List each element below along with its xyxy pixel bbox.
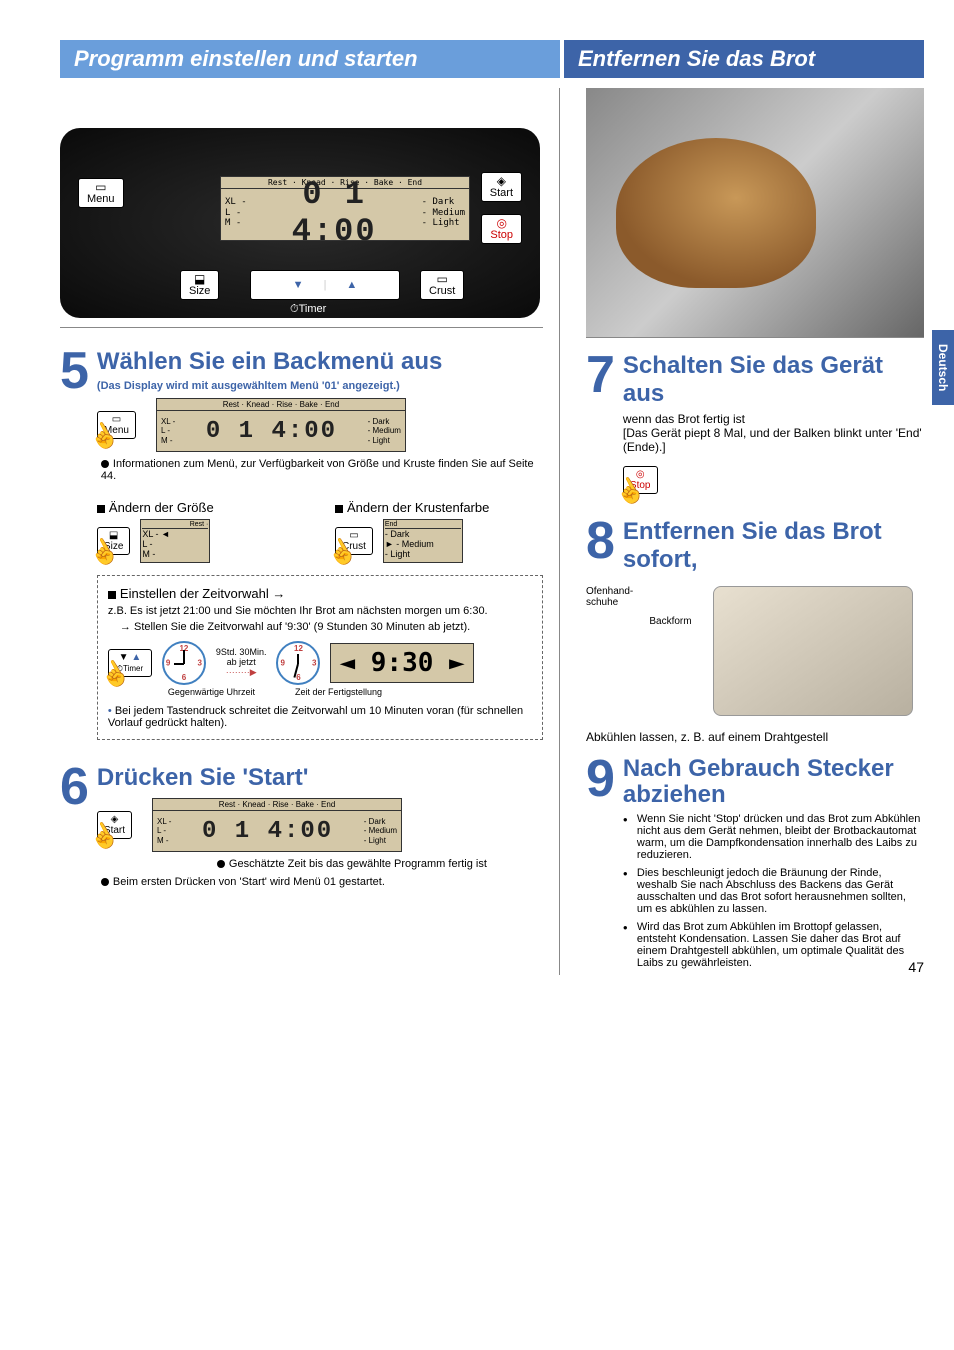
mitt-label-pan: Backform: [649, 616, 709, 627]
bullet-item: Wird das Brot zum Abkühlen im Brottopf g…: [637, 921, 924, 969]
step-5-subtitle: (Das Display wird mit ausgewähltem Menü …: [97, 380, 543, 392]
timer-label: ⏱Timer: [290, 303, 326, 316]
down-arrow-icon: ▼: [293, 279, 304, 291]
lcd-small-menu: Rest · Knead · Rise · Bake · End XL -L -…: [156, 398, 406, 452]
size-subhead: Ändern der Größe: [97, 500, 305, 515]
est-time-note: Geschätzte Zeit bis das gewählte Program…: [217, 858, 543, 870]
step-5-title: Wählen Sie ein Backmenü aus: [97, 348, 543, 376]
step-6-title: Drücken Sie 'Start': [97, 764, 543, 792]
timer-instructions: Einstellen der Zeitvorwahl → z.B. Es ist…: [97, 575, 543, 740]
size-button: ⬓ Size: [180, 270, 219, 300]
header-left: Programm einstellen und starten: [60, 40, 560, 78]
step-7-sub1: wenn das Brot fertig ist: [623, 412, 924, 426]
crust-button-label: Crust: [429, 285, 455, 297]
crust-button: ▭ Crust: [420, 270, 464, 300]
bread-photo: [586, 88, 924, 338]
lcd-size-labels: XL -L -M -: [221, 197, 251, 229]
stop-button-small: ◎Stop ☝: [623, 466, 658, 494]
book-icon: ▭: [95, 181, 106, 193]
start-button-label: Start: [490, 187, 513, 199]
loaf-icon: ⬓: [194, 273, 205, 285]
step-9: 9 Nach Gebrauch Stecker abziehen Wenn Si…: [586, 756, 924, 975]
page-number: 47: [908, 959, 924, 975]
timer-subhead: Einstellen der Zeitvorwahl →: [120, 586, 285, 601]
lcd-size-small: Rest · XL - ◄L -M -: [140, 519, 210, 563]
bullet-item: Wenn Sie nicht 'Stop' drücken und das Br…: [637, 813, 924, 861]
menu-button-label: Menu: [87, 193, 115, 205]
step-8-title: Entfernen Sie das Brot sofort,: [623, 518, 924, 574]
step-6: 6 Drücken Sie 'Start' ◈Start ☝ Rest · Kn…: [60, 764, 543, 894]
lcd-crust-labels: - Dark- Medium- Light: [418, 197, 469, 229]
lcd-small-start: Rest · Knead · Rise · Bake · End XL -L -…: [152, 798, 402, 852]
step-7: 7 Schalten Sie das Gerät aus wenn das Br…: [586, 352, 924, 494]
lcd-display: Rest · Knead · Rise · Bake · End XL -L -…: [220, 176, 470, 241]
step-7-sub2: [Das Gerät piept 8 Mal, und der Balken b…: [623, 426, 924, 454]
bullet-item: Dies beschleunigt jedoch die Bräunung de…: [637, 867, 924, 915]
clock-label-now: Gegenwärtige Uhrzeit: [168, 687, 255, 697]
clock-duration: 9Std. 30Min.ab jetzt········▶: [216, 648, 267, 678]
start-button: ◈ Start: [481, 172, 522, 202]
timer-buttons: ▼ | ▲: [250, 270, 400, 300]
up-arrow-icon: ▲: [346, 279, 357, 291]
step-5-info: Informationen zum Menü, zur Verfügbarkei…: [101, 458, 543, 482]
step-9-title: Nach Gebrauch Stecker abziehen: [623, 756, 924, 809]
step-9-bullets: Wenn Sie nicht 'Stop' drücken und das Br…: [623, 813, 924, 969]
mitt-label-gloves: Ofenhand-schuhe: [586, 586, 646, 608]
control-panel-figure: ▭ Menu Rest · Knead · Rise · Bake · End …: [60, 88, 543, 328]
crust-subhead: Ändern der Krustenfarbe: [335, 500, 543, 515]
lcd-timer-display: ◄ 9:30 ►: [330, 643, 473, 683]
start-icon: ◈: [497, 175, 506, 187]
timer-set-text: → Stellen Sie die Zeitvorwahl auf '9:30'…: [120, 621, 532, 633]
step-7-title: Schalten Sie das Gerät aus: [623, 352, 924, 408]
step-7-number: 7: [586, 352, 615, 494]
stop-button-label: Stop: [490, 229, 513, 241]
menu-button: ▭ Menu: [78, 178, 124, 208]
step-8-number: 8: [586, 518, 615, 578]
clock-now: 12369: [162, 641, 206, 685]
timer-example: z.B. Es ist jetzt 21:00 und Sie möchten …: [108, 605, 532, 617]
lcd-crust-small: End - Dark► - Medium- Light: [383, 519, 463, 563]
crust-icon: ▭: [436, 273, 447, 285]
lcd-small-phases: Rest · Knead · Rise · Bake · End: [153, 799, 401, 811]
clock-done: 12369: [276, 641, 320, 685]
language-tab: Deutsch: [932, 330, 954, 405]
lcd-small-phases: Rest · Knead · Rise · Bake · End: [157, 399, 405, 411]
step-8: 8 Entfernen Sie das Brot sofort,: [586, 518, 924, 578]
oven-mitt-figure: Ofenhand-schuhe Backform: [586, 586, 924, 716]
menu-button-small: ▭Menu ☝: [97, 411, 136, 439]
step-5: 5 Wählen Sie ein Backmenü aus (Das Displ…: [60, 348, 543, 752]
stop-icon: ◎: [496, 217, 506, 229]
size-button-label: Size: [189, 285, 210, 297]
step-9-number: 9: [586, 756, 615, 975]
mitt-image: [713, 586, 913, 716]
cooling-note: Abkühlen lassen, z. B. auf einem Drahtge…: [586, 730, 924, 744]
clock-label-done: Zeit der Fertigstellung: [295, 687, 382, 697]
section-header: Programm einstellen und starten Entferne…: [60, 40, 924, 78]
header-right: Entfernen Sie das Brot: [564, 40, 924, 78]
timer-tap-note: Bei jedem Tastendruck schreitet die Zeit…: [108, 705, 523, 729]
step-6-number: 6: [60, 764, 89, 894]
start-button-small: ◈Start ☝: [97, 811, 132, 839]
stop-button: ◎ Stop: [481, 214, 522, 244]
lcd-readout: 0 1 4:00: [251, 176, 418, 250]
first-press-note: Beim ersten Drücken von 'Start' wird Men…: [101, 876, 543, 888]
